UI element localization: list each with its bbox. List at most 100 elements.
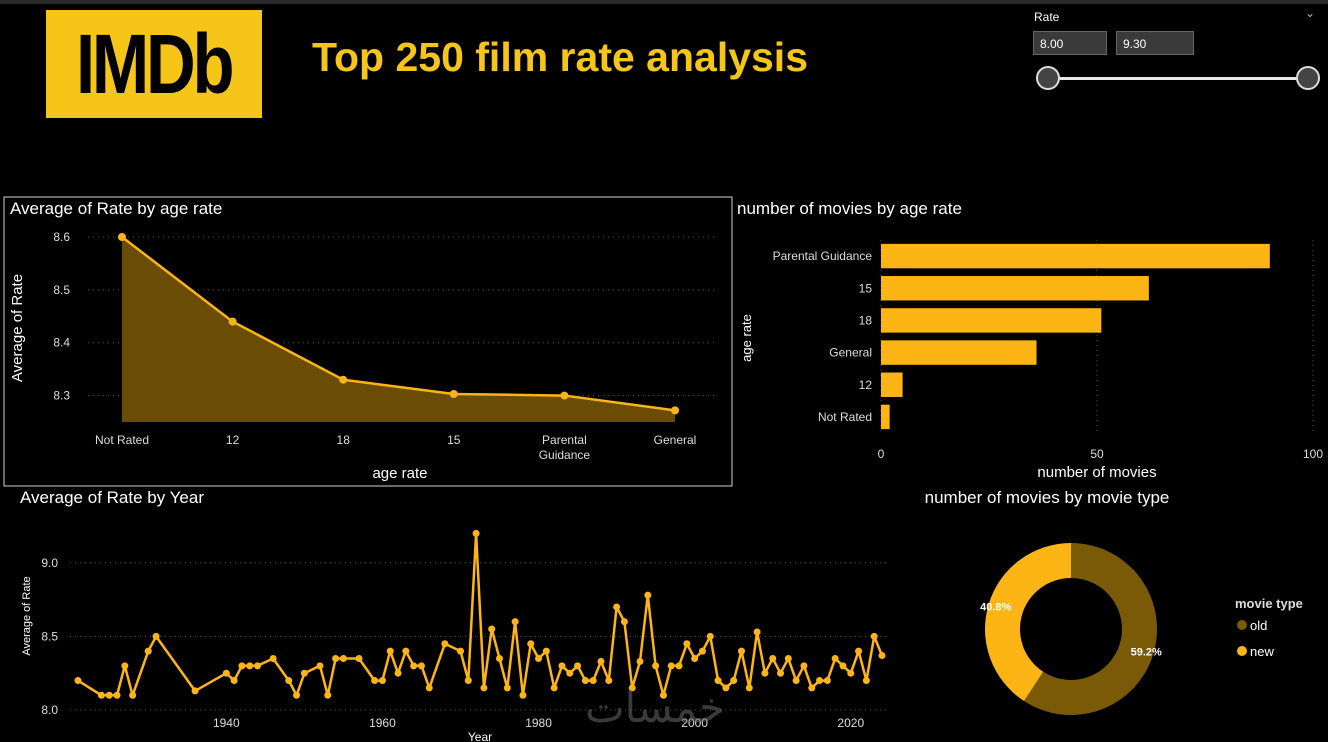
rate-by-year-point (503, 684, 511, 692)
rate-by-year-point (816, 677, 824, 685)
rate-by-year-y-tick: 8.0 (41, 703, 58, 717)
rate-by-year-point (496, 654, 504, 662)
rate-by-year-point (417, 662, 425, 670)
age-rate-chart-frame (3, 196, 733, 487)
rate-by-year-point (761, 669, 769, 677)
movies-by-age-y-label: age rate (739, 314, 754, 362)
rate-max-input[interactable]: 9.30 (1116, 31, 1194, 55)
rate-by-year-point (339, 654, 347, 662)
rate-by-year-point (316, 662, 324, 670)
watermark: خمسات (585, 683, 725, 732)
top-border (0, 0, 1328, 4)
rate-by-year-point (378, 677, 386, 685)
rate-by-year-point (659, 691, 667, 699)
rate-by-year-y-label: Average of Rate (21, 576, 33, 655)
age-rate-line (121, 236, 676, 412)
age-rate-x-tick: General (654, 433, 697, 447)
movies-by-age-bar (881, 340, 1037, 365)
logo-text: IMDb (76, 16, 235, 111)
rate-by-year-point (129, 691, 137, 699)
rate-by-year-point (597, 657, 605, 665)
rate-by-year-point (566, 669, 574, 677)
rate-by-year-point (652, 662, 660, 670)
legend-title: movie type (1235, 596, 1303, 611)
rate-by-year-point (730, 677, 738, 685)
rate-by-year-point (402, 647, 410, 655)
rate-by-year-point (300, 669, 308, 677)
movies-by-age-y-tick: 15 (859, 281, 873, 295)
rate-by-year-point (371, 677, 379, 685)
age-rate-point (118, 233, 126, 241)
age-rate-point (228, 317, 237, 326)
age-rate-point (339, 375, 348, 384)
movies-by-age-y-tick: 18 (859, 313, 873, 327)
rate-by-year-x-tick: 2000 (681, 716, 708, 730)
movie-type-slice-old (1024, 543, 1157, 715)
age-rate-x-label: age rate (372, 465, 427, 482)
rate-slider-track[interactable] (1048, 77, 1308, 80)
legend-label: new (1250, 644, 1274, 659)
rate-by-year-point (847, 669, 855, 677)
rate-by-year-point (511, 618, 519, 626)
legend-label: old (1250, 618, 1267, 633)
movies-by-age-bar (881, 404, 890, 430)
rate-by-year-point (777, 669, 785, 677)
rate-by-year-point (698, 647, 706, 655)
rate-by-year-point (691, 654, 699, 662)
rate-by-year-point (464, 677, 472, 685)
rate-by-year-point (472, 529, 480, 537)
rate-by-year-point (605, 677, 613, 685)
rate-by-year-point (152, 632, 160, 640)
age-rate-area (122, 237, 675, 422)
rate-by-year-point (191, 687, 199, 695)
age-rate-point (671, 406, 679, 415)
page-title: Top 250 film rate analysis (312, 34, 809, 80)
rate-by-year-point (636, 657, 644, 665)
rate-by-year-point (441, 640, 449, 648)
rate-by-year-point (238, 662, 246, 670)
rate-min-input[interactable]: 8.00 (1033, 31, 1107, 55)
rate-by-year-point (722, 684, 730, 692)
rate-by-year-point (285, 677, 293, 685)
age-rate-x-tick: Not Rated (95, 433, 149, 447)
movies-by-age-x-tick: 50 (1090, 447, 1104, 461)
rate-by-year-point (574, 662, 582, 670)
rate-by-year-point (488, 625, 496, 633)
rate-by-year-point (745, 684, 753, 692)
rate-slider-max-handle[interactable] (1296, 66, 1320, 90)
age-rate-y-tick: 8.4 (53, 336, 70, 350)
rate-by-year-point (410, 662, 418, 670)
rate-by-year-x-tick: 2020 (837, 716, 864, 730)
age-rate-y-tick: 8.5 (53, 283, 70, 297)
rate-by-year-point (831, 654, 839, 662)
rate-by-year-point (222, 669, 230, 677)
rate-by-year-point (269, 654, 277, 662)
rate-by-year-point (706, 632, 714, 640)
rate-by-year-point (550, 684, 558, 692)
rate-by-year-point (855, 647, 863, 655)
rate-by-year-point (589, 677, 597, 685)
movie-type-slice-new (985, 543, 1071, 702)
rate-by-year-point (519, 691, 527, 699)
movies-by-age-bar (881, 243, 1270, 269)
movies-by-age-y-tick: 12 (859, 378, 873, 392)
rate-by-year-point (425, 684, 433, 692)
movies-by-age-title: number of movies by age rate (737, 199, 962, 218)
rate-by-year-point (527, 640, 535, 648)
rate-by-year-point (714, 677, 722, 685)
age-rate-y-tick: 8.3 (53, 389, 70, 403)
rate-by-year-point (355, 654, 363, 662)
rate-by-year-point (644, 591, 652, 599)
rate-by-year-point (800, 662, 808, 670)
rate-by-year-line (77, 532, 884, 697)
chevron-down-icon[interactable]: ⌄ (1305, 6, 1316, 20)
rate-by-year-point (628, 684, 636, 692)
legend-marker-new (1237, 646, 1247, 656)
rate-by-year-point (332, 654, 340, 662)
age-rate-x-tick: 18 (337, 433, 351, 447)
rate-slider-min-handle[interactable] (1036, 66, 1060, 90)
age-rate-x-tick: 12 (226, 433, 240, 447)
rate-by-year-point (254, 662, 262, 670)
rate-by-year-point (456, 647, 464, 655)
